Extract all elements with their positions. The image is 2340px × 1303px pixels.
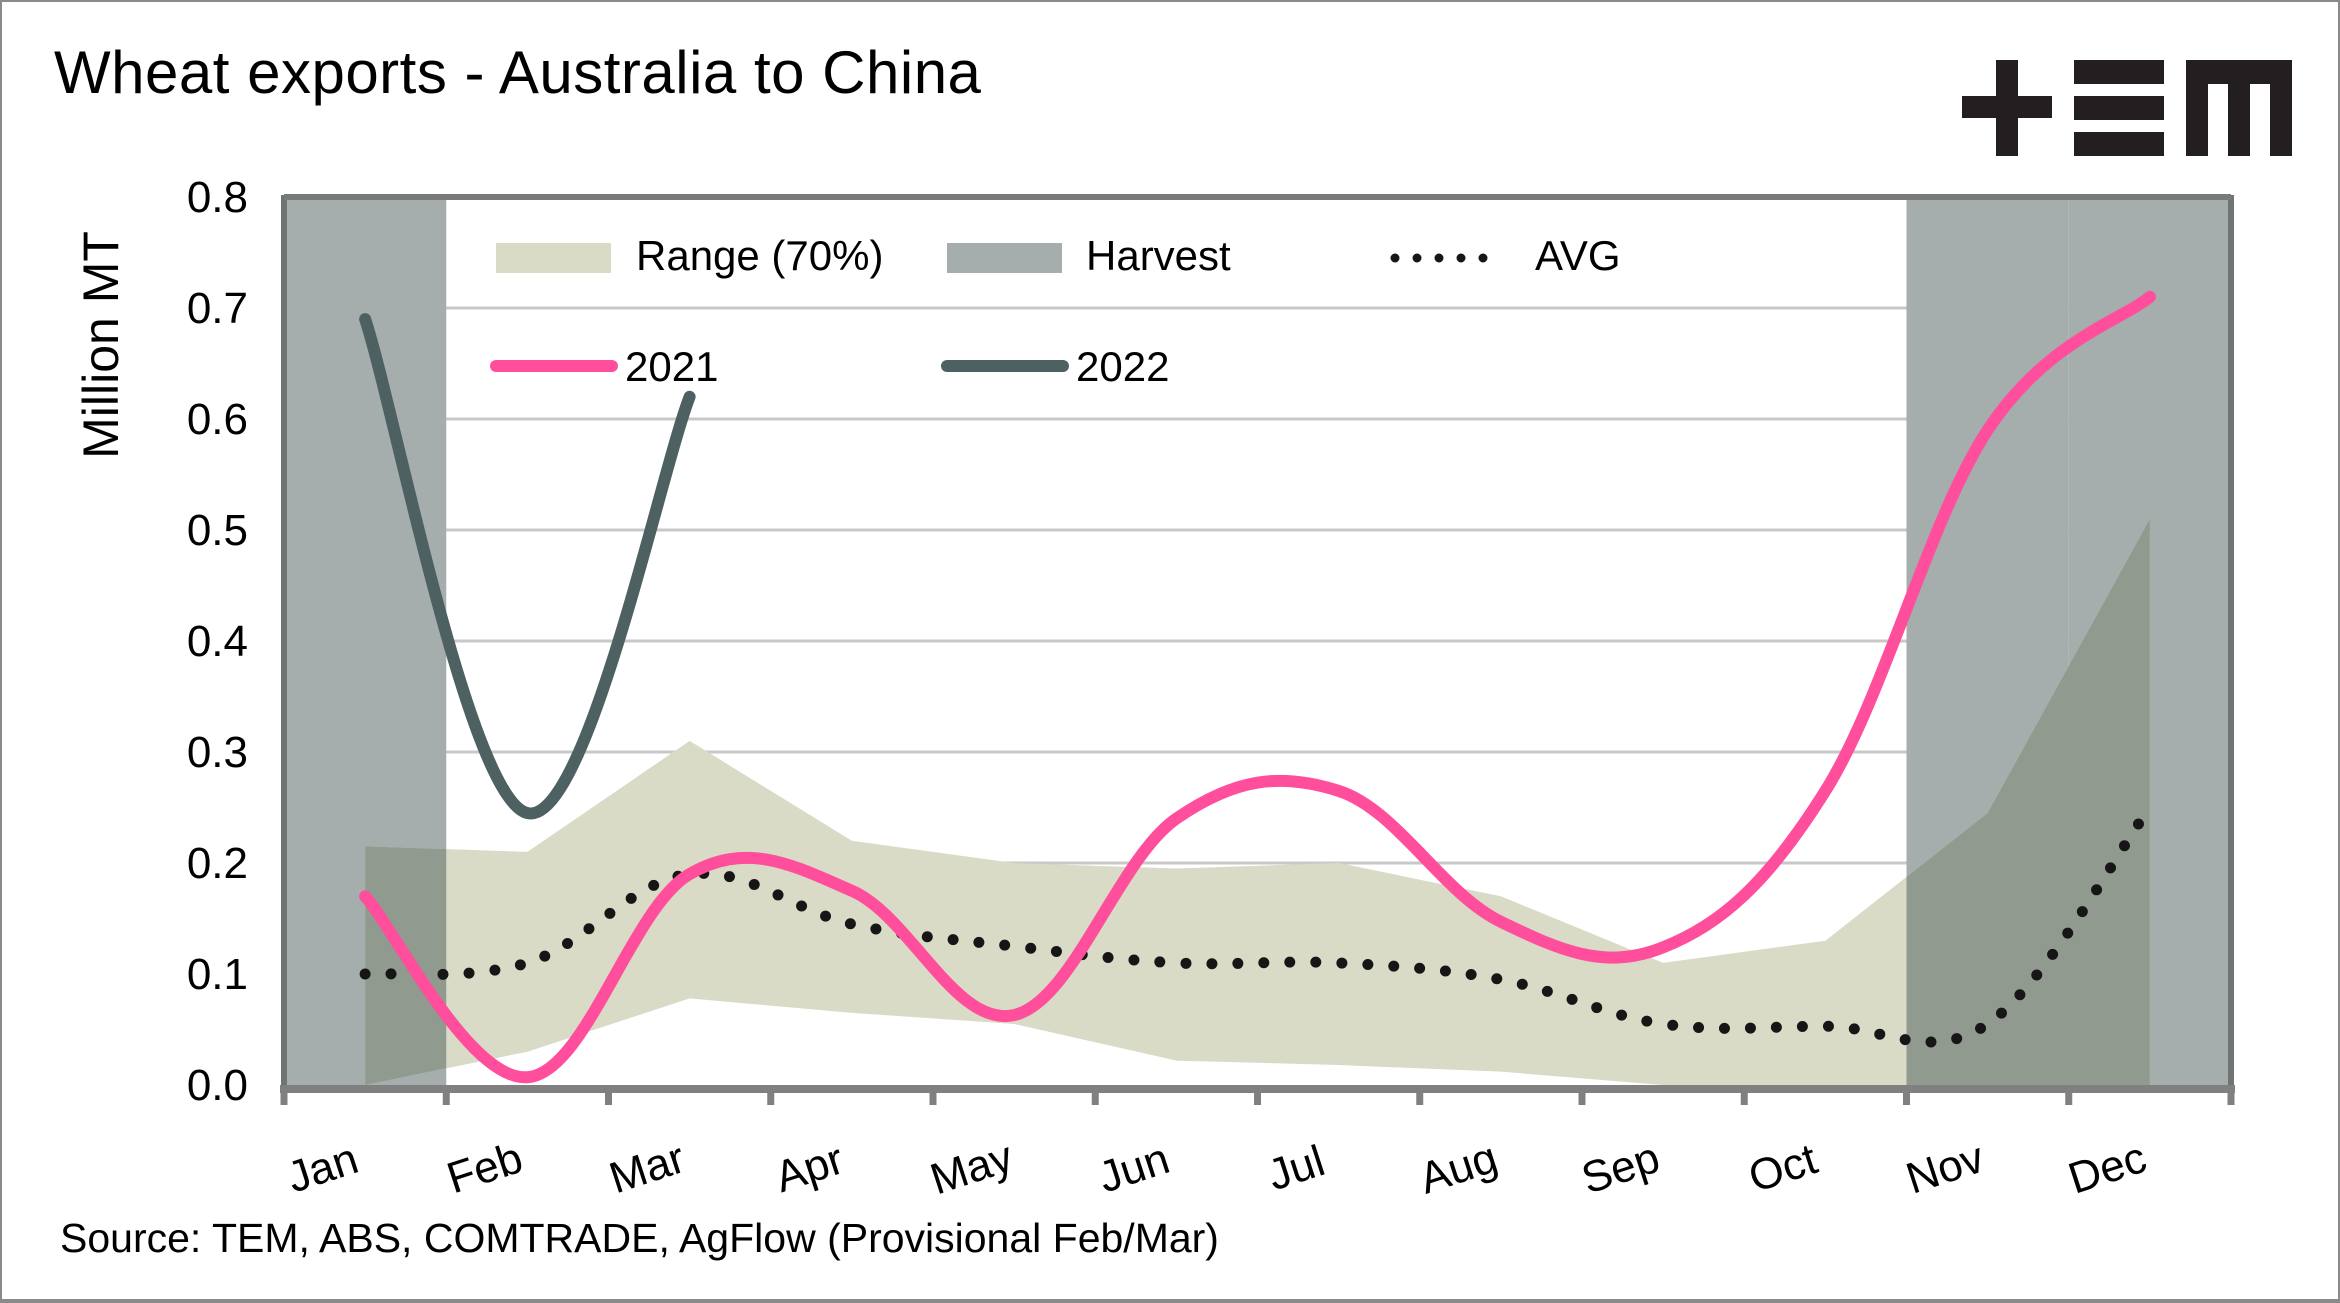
x-tick-label: Sep (1576, 1133, 1666, 1204)
y-tick-label: 0.3 (187, 728, 248, 777)
x-tick-label: Nov (1900, 1133, 1990, 1204)
y-tick-label: 0.5 (187, 506, 248, 555)
series-2021-line (359, 290, 2156, 1084)
x-tick-label: May (925, 1132, 1019, 1204)
legend-label: 2022 (1076, 343, 1169, 390)
x-tick-label: Dec (2063, 1133, 2153, 1204)
legend-item-y2021[interactable]: 2021 (490, 343, 718, 390)
series-avg-line (359, 802, 2156, 1048)
legend-label: 2021 (625, 343, 718, 390)
y-tick-label: 0.0 (187, 1061, 248, 1110)
x-tick-label: Oct (1743, 1134, 1823, 1202)
y-tick-label: 0.2 (187, 839, 248, 888)
legend-item-y2022[interactable]: 2022 (941, 343, 1169, 390)
y-axis-label: Million MT (73, 231, 129, 459)
chart-title: Wheat exports - Australia to China (54, 39, 982, 106)
x-tick-label: Jan (281, 1134, 364, 1203)
series-2022-line (359, 313, 696, 820)
range-area (365, 518, 2150, 1085)
y-tick-label: 0.7 (187, 284, 248, 333)
y-tick-label: 0.1 (187, 950, 248, 999)
x-tick-label: Jul (1262, 1136, 1331, 1200)
y-tick-label: 0.8 (187, 173, 248, 222)
source-note: Source: TEM, ABS, COMTRADE, AgFlow (Prov… (60, 1215, 1219, 1261)
x-tick-label: Jun (1093, 1134, 1176, 1203)
legend-label: AVG (1535, 232, 1621, 279)
legend-item-harvest[interactable]: Harvest (947, 232, 1231, 279)
legend-label: Harvest (1086, 232, 1231, 279)
x-tick-label: Feb (441, 1133, 528, 1203)
tem-logo-icon (1962, 56, 2294, 163)
y-tick-label: 0.6 (187, 395, 248, 444)
legend-swatch (496, 243, 611, 273)
x-tick-label: Aug (1414, 1133, 1504, 1204)
legend-item-avg[interactable]: AVG (1390, 232, 1621, 279)
legend-item-range[interactable]: Range (70%) (496, 232, 883, 279)
x-tick-label: Apr (769, 1134, 849, 1202)
legend-swatch (947, 243, 1062, 273)
y-tick-label: 0.4 (187, 617, 248, 666)
x-tick-label: Mar (604, 1133, 691, 1203)
legend-label: Range (70%) (636, 232, 883, 279)
